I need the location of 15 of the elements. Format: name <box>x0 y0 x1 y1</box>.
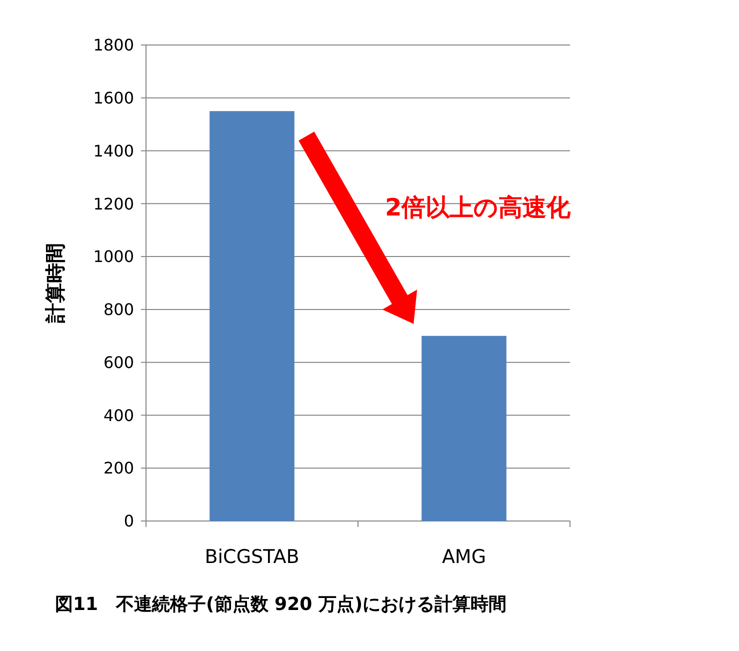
y-tick-label: 1000 <box>93 247 134 266</box>
text: 図11 不連続格子(節点数 920 万点)における計算時間 <box>55 594 507 615</box>
y-tick-label: 0 <box>124 512 134 531</box>
y-tick-label: 400 <box>103 406 134 425</box>
y-tick-label: 1400 <box>93 141 134 160</box>
y-tick-label: 200 <box>103 458 134 478</box>
x-tick-label: AMG <box>442 546 486 568</box>
y-tick-label: 800 <box>103 300 134 320</box>
y-tick-label: 1800 <box>93 36 134 55</box>
y-tick-label: 1200 <box>93 194 134 214</box>
y-tick-label: 1600 <box>93 88 134 108</box>
y-axis-title: 計算時間 <box>43 243 67 324</box>
y-tick-label: 600 <box>103 352 134 372</box>
annotation: 2倍以上の高速化 <box>385 194 572 222</box>
x-tick-label: BiCGSTAB <box>204 546 300 568</box>
